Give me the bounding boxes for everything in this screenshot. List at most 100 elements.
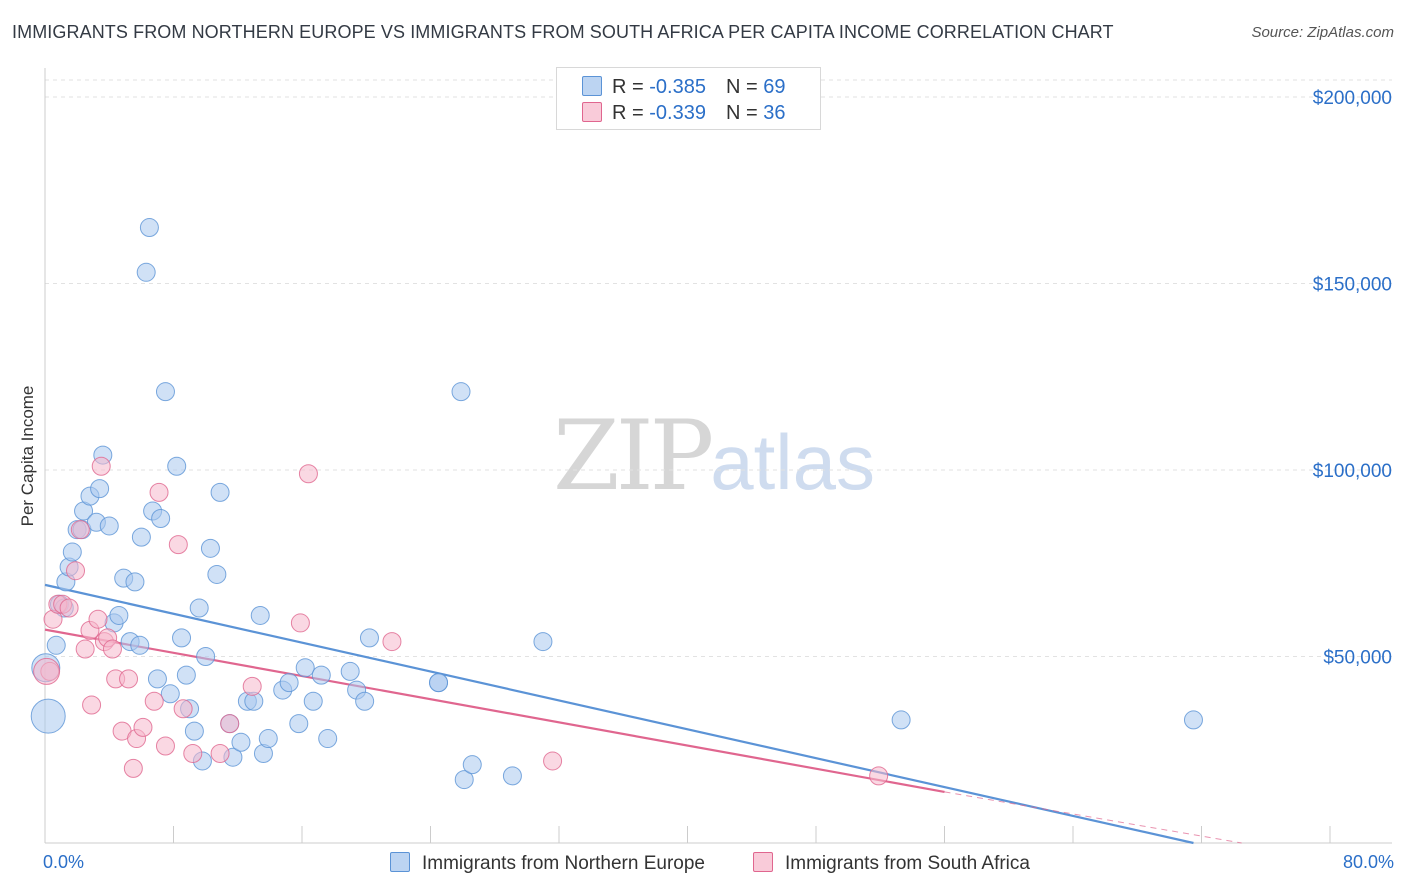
point-northern-europe <box>189 598 209 618</box>
point-south-africa <box>382 632 402 652</box>
chart-title: IMMIGRANTS FROM NORTHERN EUROPE VS IMMIG… <box>12 22 1114 42</box>
correlation-legend: R = -0.385 N = 69 R = -0.339 N = 36 <box>556 67 821 130</box>
point-northern-europe <box>30 698 66 734</box>
n-value: 69 <box>763 76 786 98</box>
point-northern-europe <box>295 658 315 678</box>
point-northern-europe <box>207 564 227 584</box>
point-south-africa <box>173 699 193 719</box>
point-northern-europe <box>147 669 167 689</box>
point-northern-europe <box>176 665 196 685</box>
point-south-africa <box>210 743 230 763</box>
x-axis-min-label: 0.0% <box>43 852 85 872</box>
point-northern-europe <box>99 516 119 536</box>
point-northern-europe <box>139 218 159 238</box>
point-south-africa <box>102 639 122 659</box>
point-northern-europe <box>231 732 251 752</box>
point-northern-europe <box>429 673 449 693</box>
legend-row-northern-europe: R = -0.385 N = 69 <box>582 76 785 100</box>
point-south-africa <box>88 609 108 629</box>
point-northern-europe <box>502 766 522 786</box>
point-northern-europe <box>318 729 338 749</box>
data-points <box>30 218 1203 790</box>
point-northern-europe <box>62 542 82 562</box>
point-south-africa <box>66 561 86 581</box>
point-south-africa <box>149 482 169 502</box>
point-south-africa <box>155 736 175 756</box>
point-south-africa <box>82 695 102 715</box>
point-northern-europe <box>172 628 192 648</box>
point-northern-europe <box>1183 710 1203 730</box>
source-credit: Source: ZipAtlas.com <box>1251 24 1394 41</box>
point-northern-europe <box>130 635 150 655</box>
point-northern-europe <box>891 710 911 730</box>
point-northern-europe <box>303 691 323 711</box>
point-south-africa <box>91 456 111 476</box>
point-south-africa <box>144 691 164 711</box>
r-label: R = <box>612 102 650 124</box>
point-northern-europe <box>250 605 270 625</box>
point-south-africa <box>59 598 79 618</box>
point-northern-europe <box>279 673 299 693</box>
point-northern-europe <box>131 527 151 547</box>
point-south-africa <box>220 714 240 734</box>
point-northern-europe <box>109 605 129 625</box>
trend-line-extension <box>944 791 1242 844</box>
n-label: N = <box>725 76 764 98</box>
point-south-africa <box>119 669 139 689</box>
point-south-africa <box>298 464 318 484</box>
legend-swatch-pink <box>582 102 602 122</box>
point-northern-europe <box>454 770 474 790</box>
legend-label: Immigrants from Northern Europe <box>422 853 705 874</box>
point-northern-europe <box>533 632 553 652</box>
legend-row-south-africa: R = -0.339 N = 36 <box>582 102 785 126</box>
legend-swatch-pink <box>753 852 773 872</box>
r-label: R = <box>612 76 650 98</box>
point-northern-europe <box>451 382 471 402</box>
point-south-africa <box>75 639 95 659</box>
trend-lines <box>44 583 1242 845</box>
x-axis-max-label: 80.0% <box>1342 852 1394 872</box>
y-tick-label: $100,000 <box>1313 461 1392 482</box>
point-northern-europe <box>200 538 220 558</box>
n-value: 36 <box>763 102 786 124</box>
point-northern-europe <box>151 508 171 528</box>
point-south-africa <box>123 758 143 778</box>
point-northern-europe <box>167 456 187 476</box>
r-value: -0.385 <box>649 76 706 98</box>
point-south-africa <box>133 717 153 737</box>
point-northern-europe <box>462 755 482 775</box>
point-northern-europe <box>210 482 230 502</box>
legend-item-northern-europe[interactable]: Immigrants from Northern Europe <box>390 852 705 875</box>
r-value: -0.339 <box>649 102 706 124</box>
point-northern-europe <box>359 628 379 648</box>
point-south-africa <box>543 751 563 771</box>
point-northern-europe <box>90 479 110 499</box>
y-tick-label: $200,000 <box>1313 88 1392 109</box>
y-tick-labels: $50,000 $100,000 $150,000 $200,000 <box>1313 88 1392 669</box>
point-northern-europe <box>340 661 360 681</box>
legend-swatch-blue <box>582 76 602 96</box>
point-northern-europe <box>136 262 156 282</box>
trend-line-northern-europe <box>44 583 1194 845</box>
point-northern-europe <box>155 382 175 402</box>
point-northern-europe <box>125 572 145 592</box>
point-south-africa <box>290 613 310 633</box>
point-northern-europe <box>196 647 216 666</box>
point-south-africa <box>242 676 262 696</box>
point-northern-europe <box>289 714 309 734</box>
point-northern-europe <box>355 691 375 711</box>
point-northern-europe <box>46 635 66 655</box>
trend-line-south-africa <box>44 628 945 793</box>
gridlines <box>45 79 1392 657</box>
point-south-africa <box>869 766 889 786</box>
point-south-africa <box>168 535 188 555</box>
point-northern-europe <box>311 665 331 685</box>
y-tick-label: $50,000 <box>1323 648 1392 669</box>
point-south-africa <box>33 657 61 685</box>
point-northern-europe <box>258 729 278 749</box>
legend-item-south-africa[interactable]: Immigrants from South Africa <box>753 852 1030 875</box>
n-label: N = <box>725 102 764 124</box>
y-tick-label: $150,000 <box>1313 275 1392 296</box>
series-legend: Immigrants from Northern Europe Immigran… <box>0 852 1406 878</box>
